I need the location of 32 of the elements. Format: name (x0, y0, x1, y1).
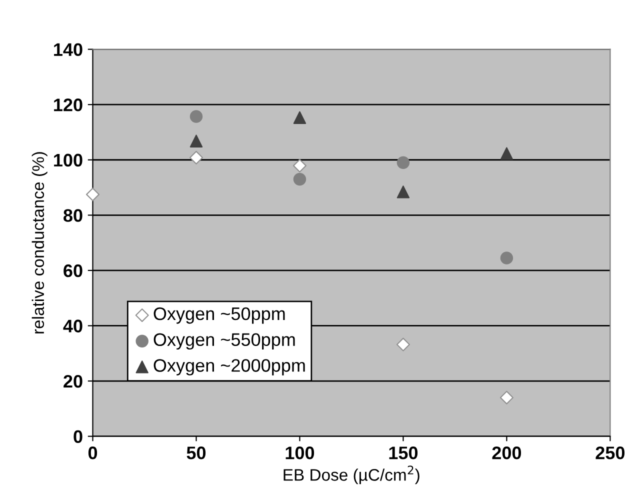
y-tick-label: 20 (64, 374, 82, 388)
legend-label: Oxygen ~2000ppm (154, 359, 305, 376)
point (189, 150, 204, 164)
y-tick-label: 0 (74, 430, 82, 444)
x-tick-label: 50 (186, 446, 206, 460)
x-tick-label: 250 (596, 446, 624, 460)
x-tick-label: 100 (286, 446, 314, 460)
point (86, 188, 100, 202)
point (500, 147, 514, 160)
y-tick-label: 40 (63, 320, 82, 332)
point (500, 252, 514, 264)
point (396, 186, 410, 198)
point (293, 172, 306, 186)
y-axis-title: relative conductance (%) (32, 152, 48, 334)
x-axis-title: EB Dose (µC/cm$^{2}$) (284, 466, 420, 484)
point (396, 156, 410, 170)
legend-label: Oxygen ~50ppm (154, 307, 285, 324)
point (293, 111, 306, 124)
x-tick-label: 200 (492, 446, 522, 460)
x-tick-label: 150 (389, 446, 418, 460)
y-tick-label: 100 (54, 154, 82, 167)
point (190, 134, 203, 148)
y-tick-label: 120 (54, 98, 82, 112)
point (396, 338, 410, 352)
legend-label: Oxygen ~550ppm (154, 333, 295, 350)
point (190, 110, 203, 123)
y-tick-label: 140 (54, 43, 82, 56)
point (292, 158, 306, 172)
y-tick-label: 60 (64, 264, 82, 278)
point (500, 390, 514, 404)
x-tick-label: 0 (88, 446, 98, 460)
y-tick-label: 80 (64, 209, 82, 222)
